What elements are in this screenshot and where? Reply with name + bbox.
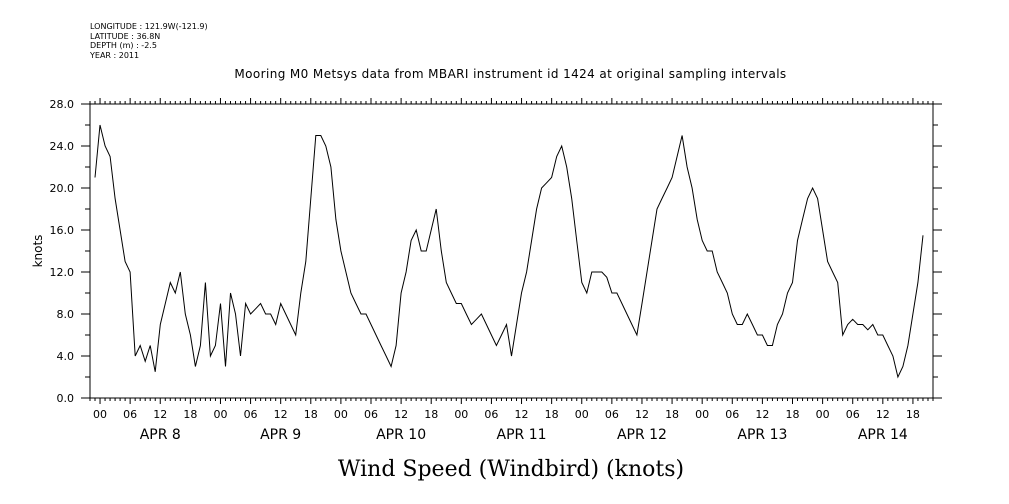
x-tick-labels: 00 06 12 18 00 06 12 18 00 06 12 18 00 06 12 18 00 06 12 18… xyxy=(93,408,920,421)
day-label: APR 10 xyxy=(376,427,426,443)
x-tick-label: 12 xyxy=(394,408,408,421)
day-labels: APR 8 APR 9 APR 10 APR 11 APR 12 APR 13 APR 14 xyxy=(140,427,908,443)
x-tick-label: 06 xyxy=(123,408,137,421)
x-tick-label: 00 xyxy=(334,408,348,421)
y-tick-labels: 0.0 4.0 8.0 12.0 16.0 20.0 24.0 28.0 xyxy=(50,98,75,405)
x-tick-label: 18 xyxy=(906,408,920,421)
x-tick-label: 12 xyxy=(635,408,649,421)
metadata-block: LONGITUDE : 121.9W(-121.9) LATITUDE : 36… xyxy=(90,22,208,60)
x-tick-label: 18 xyxy=(545,408,559,421)
wind-speed-series-line xyxy=(94,124,924,379)
latitude-text: LATITUDE : 36.8N xyxy=(90,31,161,41)
y-tick-label: 24.0 xyxy=(50,140,75,153)
x-tick-label: 00 xyxy=(816,408,830,421)
day-label: APR 9 xyxy=(260,427,301,443)
x-tick-label: 12 xyxy=(876,408,890,421)
x-tick-label: 18 xyxy=(665,408,679,421)
axis-ticks xyxy=(81,98,942,404)
x-tick-label: 06 xyxy=(605,408,619,421)
x-tick-label: 00 xyxy=(213,408,227,421)
day-label: APR 12 xyxy=(617,427,667,443)
y-tick-label: 28.0 xyxy=(50,98,75,111)
x-tick-label: 00 xyxy=(695,408,709,421)
x-tick-label: 06 xyxy=(846,408,860,421)
y-tick-label: 12.0 xyxy=(50,266,75,279)
chart-title-wrapper: Mooring M0 Metsys data from MBARI instru… xyxy=(0,67,1009,81)
x-tick-label: 18 xyxy=(786,408,800,421)
x-tick-label: 06 xyxy=(244,408,258,421)
year-text: YEAR : 2011 xyxy=(90,50,140,60)
x-tick-label: 12 xyxy=(755,408,769,421)
x-tick-label: 18 xyxy=(183,408,197,421)
day-label: APR 14 xyxy=(858,427,908,443)
day-label: APR 8 xyxy=(140,427,181,443)
x-tick-label: 00 xyxy=(454,408,468,421)
x-tick-label: 00 xyxy=(93,408,107,421)
x-tick-label: 12 xyxy=(153,408,167,421)
x-tick-label: 06 xyxy=(484,408,498,421)
chart-bottom-title: Wind Speed (Windbird) (knots) xyxy=(338,457,684,482)
y-tick-label: 8.0 xyxy=(57,308,75,321)
day-label: APR 13 xyxy=(737,427,787,443)
day-label: APR 11 xyxy=(497,427,547,443)
x-tick-label: 18 xyxy=(424,408,438,421)
depth-text: DEPTH (m) : -2.5 xyxy=(90,41,157,50)
longitude-text: LONGITUDE : 121.9W(-121.9) xyxy=(90,22,208,31)
x-tick-label: 06 xyxy=(725,408,739,421)
x-tick-label: 00 xyxy=(575,408,589,421)
y-tick-label: 16.0 xyxy=(50,224,75,237)
x-tick-label: 06 xyxy=(364,408,378,421)
y-tick-label: 20.0 xyxy=(50,182,75,195)
x-tick-label: 18 xyxy=(304,408,318,421)
y-axis-label: knots xyxy=(31,235,45,268)
y-tick-label: 4.0 xyxy=(57,350,75,363)
y-tick-label: 0.0 xyxy=(57,392,75,405)
x-tick-label: 12 xyxy=(515,408,529,421)
x-tick-label: 12 xyxy=(274,408,288,421)
chart-title: Mooring M0 Metsys data from MBARI instru… xyxy=(234,67,787,81)
